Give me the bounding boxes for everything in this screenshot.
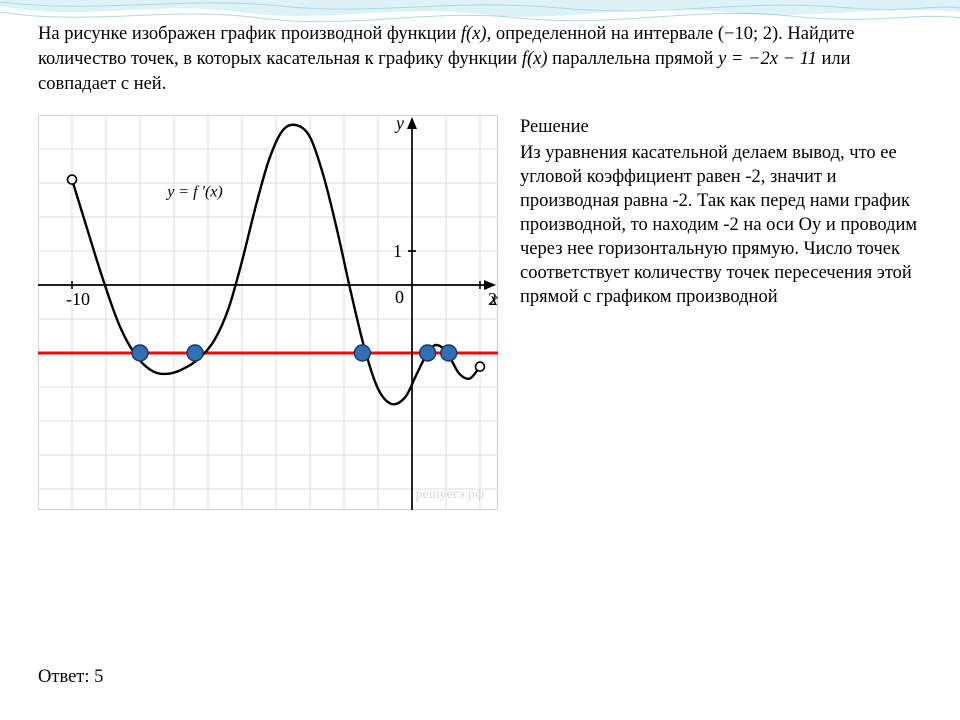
svg-text:решуегэ.рф: решуегэ.рф [416,487,484,502]
chart-container: yx01-102y = f '(x)решуегэ.рф [38,115,498,515]
problem-part-2: f(x) [461,24,487,44]
main-row: yx01-102y = f '(x)решуегэ.рф Решение Из … [38,115,922,515]
svg-text:2: 2 [488,289,497,309]
answer-row: Ответ: 5 [38,667,103,688]
svg-text:-10: -10 [66,289,90,309]
solution-column: Решение Из уравнения касательной делаем … [520,115,922,515]
problem-part-1: На рисунке изображен график производной … [38,24,461,44]
problem-text: На рисунке изображен график производной … [38,22,922,97]
svg-text:y: y [394,115,404,133]
answer-label: Ответ: [38,667,90,687]
answer-value: 5 [94,667,103,687]
problem-part-6: y = −2x − 11 [718,49,817,69]
svg-text:y = f '(x): y = f '(x) [165,184,223,201]
svg-text:1: 1 [393,241,402,261]
svg-text:0: 0 [395,287,404,307]
problem-part-5: параллельна прямой [548,49,719,69]
solution-title: Решение [520,115,922,139]
derivative-chart: yx01-102y = f '(x)решуегэ.рф [38,115,498,510]
solution-body: Из уравнения касательной делаем вывод, ч… [520,141,922,309]
problem-part-4: f(x) [522,49,548,69]
slide-content: На рисунке изображен график производной … [38,22,922,515]
